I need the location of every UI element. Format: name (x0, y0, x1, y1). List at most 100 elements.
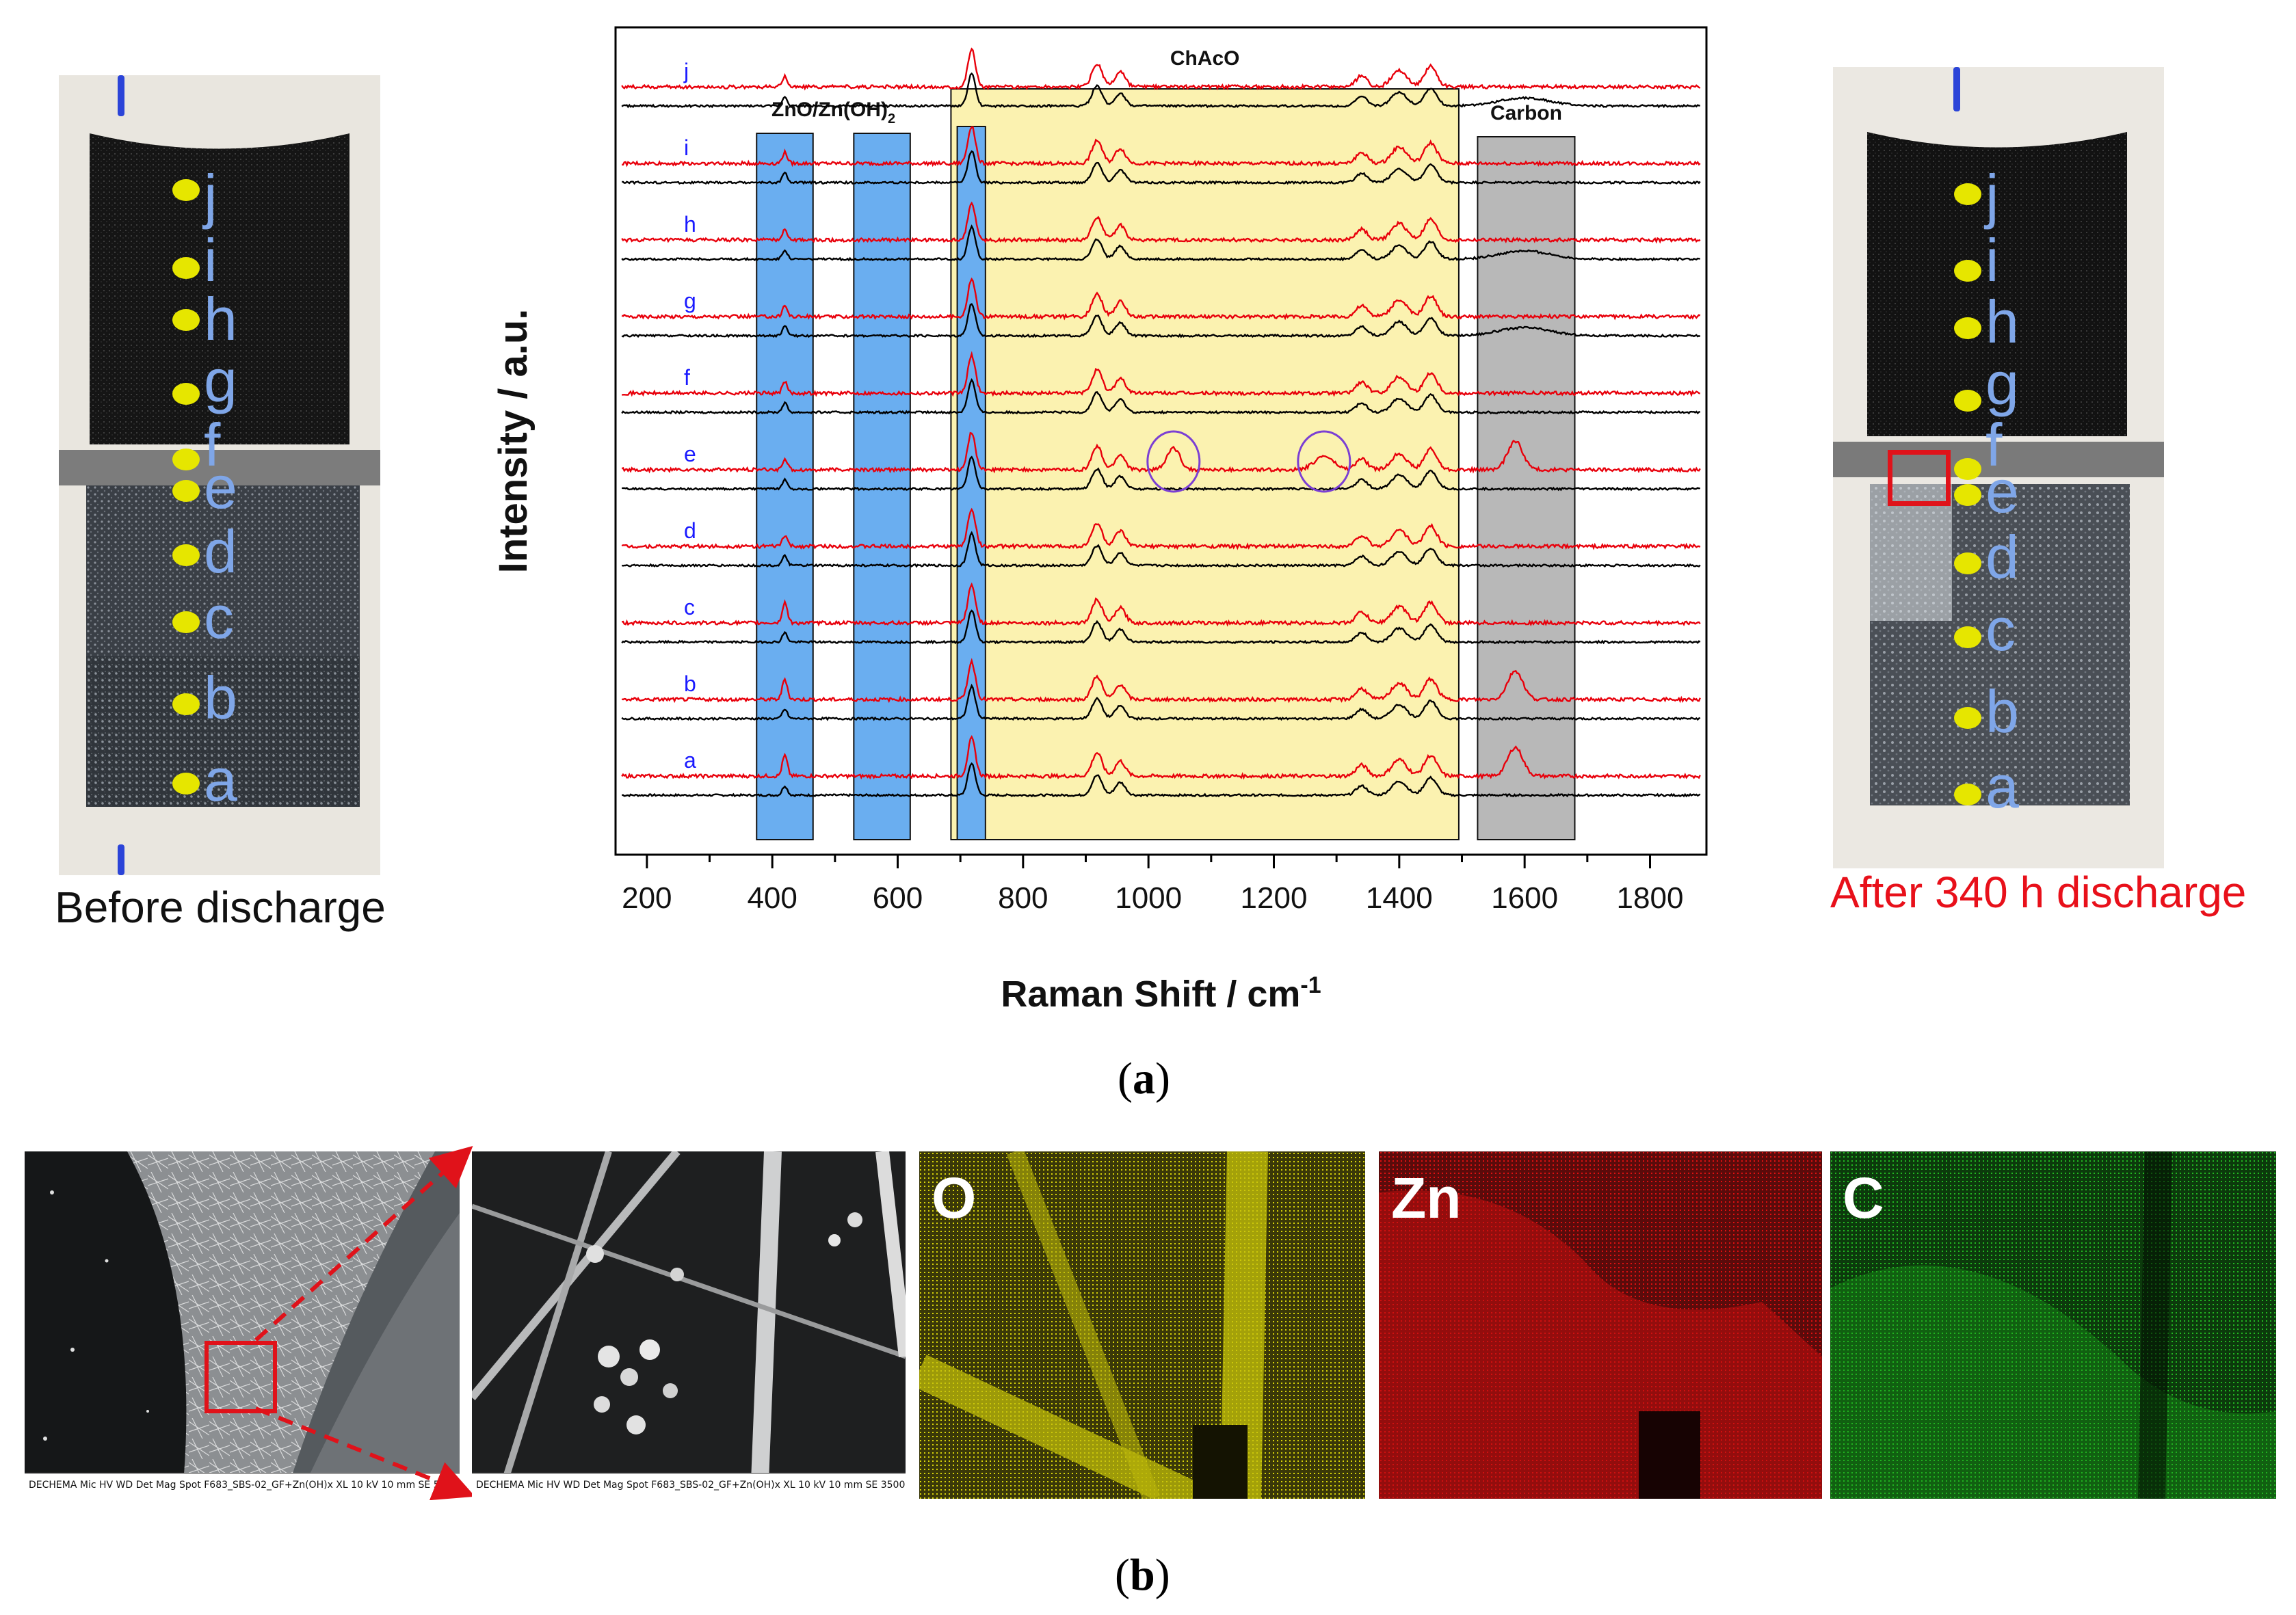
spectrum-after-i (622, 126, 1701, 168)
row-label-h: h (684, 212, 696, 237)
position-marker-i (1954, 260, 1981, 282)
position-label-g: g (204, 347, 237, 414)
position-label-g: g (1985, 349, 2019, 417)
spectrum-after-b (621, 658, 1701, 704)
caption-after-discharge: After 340 h discharge (1830, 868, 2247, 917)
position-marker-h (172, 309, 200, 331)
row-label-j: j (683, 59, 689, 83)
eds-carbon-graphic (1830, 1151, 2276, 1499)
position-marker-b (1954, 707, 1981, 729)
band-region (950, 88, 1460, 840)
position-marker-j (1954, 183, 1981, 205)
panel-label-b: (b) (1115, 1550, 1170, 1600)
x-axis-label: Raman Shift / cm-1 (1001, 972, 1321, 1012)
row-label-g: g (684, 289, 696, 313)
sem-info-bar: DECHEMA Mic HV WD Det Mag Spot F683_SBS-… (472, 1473, 906, 1499)
band-region (853, 133, 911, 840)
eds-zinc-graphic (1379, 1151, 1822, 1499)
position-label-c: c (1985, 596, 2016, 663)
position-marker-f (1954, 458, 1981, 480)
position-marker-a (172, 773, 200, 795)
spectrum-before-d (621, 531, 1701, 568)
raman-chart: ZnO/Zn(OH)2 ChAcO Carbon a b c d e f g h i j 200 400… (491, 26, 1708, 1012)
position-marker-a (1954, 784, 1981, 805)
spectrum-before-i (622, 150, 1701, 185)
position-label-a: a (1985, 753, 2019, 820)
position-marker-i (172, 257, 200, 279)
sem-image-zoom: DECHEMA Mic HV WD Det Mag Spot F683_SBS-… (472, 1151, 906, 1499)
spectrum-before-c (621, 609, 1701, 645)
band-label: ZnO/Zn(OH)2 (771, 98, 895, 126)
spectrum-after-a (621, 735, 1701, 780)
position-label-j: j (204, 162, 217, 230)
spectrum-after-f (622, 351, 1701, 397)
y-axis-label: Intensity / a.u. (491, 309, 536, 574)
position-label-h: h (204, 285, 237, 353)
position-label-f: f (1985, 411, 2003, 479)
position-label-h: h (1985, 288, 2019, 356)
feature-circle (1297, 430, 1351, 493)
x-tick-label: 1200 (1241, 881, 1308, 915)
spectrum-after-g (621, 277, 1701, 321)
position-label-a: a (204, 746, 237, 814)
spectrum-after-e (621, 431, 1701, 474)
position-label-d: d (1985, 523, 2019, 591)
sem-image-overview: DECHEMA Mic HV WD Det Mag Spot F683_SBS-… (25, 1151, 460, 1499)
position-label-d: d (204, 518, 237, 585)
x-tick-label: 800 (998, 881, 1048, 915)
x-tick-label: 600 (873, 881, 923, 915)
position-marker-e (1954, 484, 1981, 506)
spectrum-before-g (621, 303, 1701, 338)
sem-zoom-graphic (472, 1151, 906, 1499)
x-axis: 200 400 600 800 1000 1200 1400 1600 1800 (622, 855, 1683, 915)
feature-circle (1146, 430, 1201, 493)
band-label: Carbon (1490, 102, 1562, 124)
eds-map-carbon: C (1830, 1151, 2276, 1499)
position-label-b: b (1985, 678, 2019, 745)
annotation-layer (1146, 430, 1351, 493)
sem-info-bar: DECHEMA Mic HV WD Det Mag Spot F683_SBS-… (25, 1473, 460, 1499)
band-region (956, 126, 986, 840)
spectrum-after-j (621, 47, 1701, 91)
spectra-layer (621, 47, 1701, 798)
row-label-c: c (684, 595, 695, 619)
row-label-layer: a b c d e f g h i j (683, 59, 696, 773)
zoom-arrows (254, 1145, 475, 1500)
eds-label-zn: Zn (1391, 1166, 1462, 1230)
row-label-f: f (684, 365, 690, 390)
row-label-i: i (684, 135, 689, 160)
sem-overview-graphic (25, 1151, 460, 1499)
spectrum-before-a (622, 762, 1701, 798)
x-tick-label: 400 (747, 881, 797, 915)
panel-label-a: (a) (1118, 1054, 1170, 1104)
x-tick-label: 1400 (1366, 881, 1433, 915)
position-marker-f (172, 449, 200, 470)
position-marker-j (172, 179, 200, 201)
x-tick-label: 1000 (1115, 881, 1182, 915)
position-marker-d (1954, 552, 1981, 574)
position-label-c: c (204, 583, 234, 651)
highlight-box (1888, 450, 1951, 506)
position-marker-e (172, 480, 200, 502)
position-label-i: i (204, 226, 217, 294)
position-label-i: i (1985, 226, 1999, 294)
position-label-j: j (1985, 162, 1999, 230)
position-marker-h (1954, 317, 1981, 339)
position-marker-c (1954, 626, 1981, 648)
position-label-e: e (204, 453, 237, 521)
spectrum-after-h (621, 201, 1701, 244)
band-label: ChAcO (1170, 47, 1240, 70)
row-label-a: a (684, 748, 696, 773)
position-marker-g (1954, 390, 1981, 412)
position-label-e: e (1985, 457, 2019, 525)
photo-before-discharge (59, 75, 380, 875)
spectrum-after-c (622, 582, 1701, 627)
electrode-photo-before (59, 75, 380, 875)
position-label-b: b (204, 664, 237, 732)
spectrum-before-f (621, 377, 1701, 415)
eds-oxygen-graphic (919, 1151, 1365, 1499)
row-label-b: b (684, 671, 696, 696)
x-tick-label: 1600 (1491, 881, 1558, 915)
eds-label-o: O (932, 1166, 977, 1230)
x-tick-label: 200 (622, 881, 672, 915)
